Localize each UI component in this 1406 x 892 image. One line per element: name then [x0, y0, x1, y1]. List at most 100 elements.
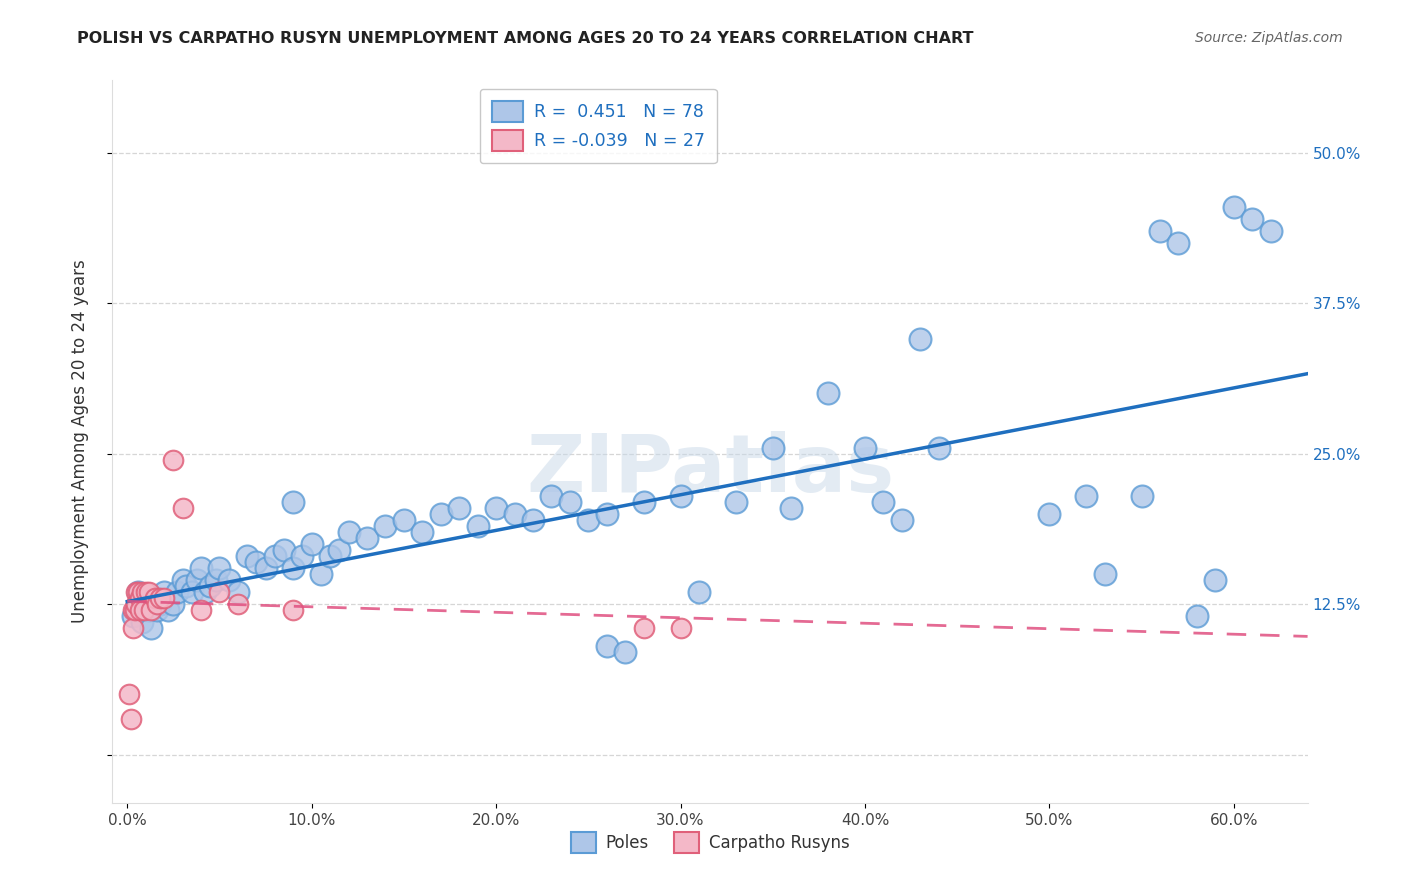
Point: [190, 603, 212, 617]
Point: [143, 591, 166, 606]
Point: [576, 513, 599, 527]
Point: [817, 386, 839, 401]
Point: [236, 549, 259, 563]
Point: [125, 603, 148, 617]
Point: [449, 500, 471, 515]
Point: [190, 561, 212, 575]
Point: [145, 597, 167, 611]
Point: [780, 500, 803, 515]
Point: [153, 591, 176, 606]
Point: [194, 585, 217, 599]
Point: [218, 573, 240, 587]
Point: [121, 621, 143, 635]
Point: [125, 597, 148, 611]
Point: [503, 507, 526, 521]
Point: [129, 603, 152, 617]
Point: [614, 645, 637, 659]
Point: [174, 579, 197, 593]
Point: [928, 441, 950, 455]
Point: [204, 573, 226, 587]
Point: [263, 549, 285, 563]
Point: [890, 513, 912, 527]
Point: [1167, 235, 1189, 250]
Point: [328, 542, 350, 557]
Point: [633, 494, 655, 508]
Point: [121, 609, 143, 624]
Point: [180, 585, 202, 599]
Point: [135, 591, 157, 606]
Text: POLISH VS CARPATHO RUSYN UNEMPLOYMENT AMONG AGES 20 TO 24 YEARS CORRELATION CHAR: POLISH VS CARPATHO RUSYN UNEMPLOYMENT AM…: [77, 31, 974, 46]
Point: [356, 531, 378, 545]
Point: [337, 524, 360, 539]
Point: [172, 500, 194, 515]
Point: [467, 519, 489, 533]
Point: [374, 519, 396, 533]
Point: [200, 579, 222, 593]
Point: [124, 603, 146, 617]
Point: [172, 573, 194, 587]
Point: [309, 567, 332, 582]
Point: [141, 621, 163, 635]
Point: [1185, 609, 1208, 624]
Point: [1223, 200, 1246, 214]
Point: [485, 500, 508, 515]
Point: [1241, 211, 1264, 226]
Point: [283, 561, 305, 575]
Point: [1038, 507, 1060, 521]
Point: [522, 513, 544, 527]
Text: Source: ZipAtlas.com: Source: ZipAtlas.com: [1195, 31, 1343, 45]
Point: [1130, 489, 1153, 503]
Point: [283, 494, 305, 508]
Point: [762, 441, 785, 455]
Point: [135, 585, 157, 599]
Point: [125, 585, 148, 599]
Point: [162, 597, 184, 611]
Point: [129, 597, 152, 611]
Point: [186, 573, 208, 587]
Point: [1204, 573, 1226, 587]
Point: [129, 591, 152, 606]
Point: [120, 712, 142, 726]
Point: [724, 494, 747, 508]
Point: [162, 452, 184, 467]
Point: [138, 585, 160, 599]
Point: [1094, 567, 1116, 582]
Point: [208, 585, 231, 599]
Point: [245, 555, 267, 569]
Point: [127, 585, 149, 599]
Point: [540, 489, 562, 503]
Point: [131, 615, 153, 630]
Point: [301, 537, 323, 551]
Point: [141, 603, 163, 617]
Point: [226, 597, 249, 611]
Point: [121, 603, 143, 617]
Point: [208, 561, 231, 575]
Point: [254, 561, 277, 575]
Point: [1260, 224, 1282, 238]
Point: [145, 603, 167, 617]
Point: [669, 489, 692, 503]
Point: [596, 639, 619, 653]
Point: [872, 494, 894, 508]
Point: [153, 585, 176, 599]
Point: [669, 621, 692, 635]
Legend: Poles, Carpatho Rusyns: Poles, Carpatho Rusyns: [564, 826, 856, 860]
Point: [291, 549, 314, 563]
Point: [688, 585, 710, 599]
Point: [273, 542, 295, 557]
Point: [633, 621, 655, 635]
Point: [558, 494, 581, 508]
Point: [853, 441, 876, 455]
Point: [596, 507, 619, 521]
Point: [166, 585, 188, 599]
Point: [138, 603, 160, 617]
Point: [411, 524, 433, 539]
Point: [149, 597, 172, 611]
Point: [1076, 489, 1098, 503]
Point: [283, 603, 305, 617]
Point: [149, 591, 172, 606]
Point: [392, 513, 415, 527]
Point: [910, 332, 932, 346]
Point: [226, 585, 249, 599]
Point: [143, 591, 166, 606]
